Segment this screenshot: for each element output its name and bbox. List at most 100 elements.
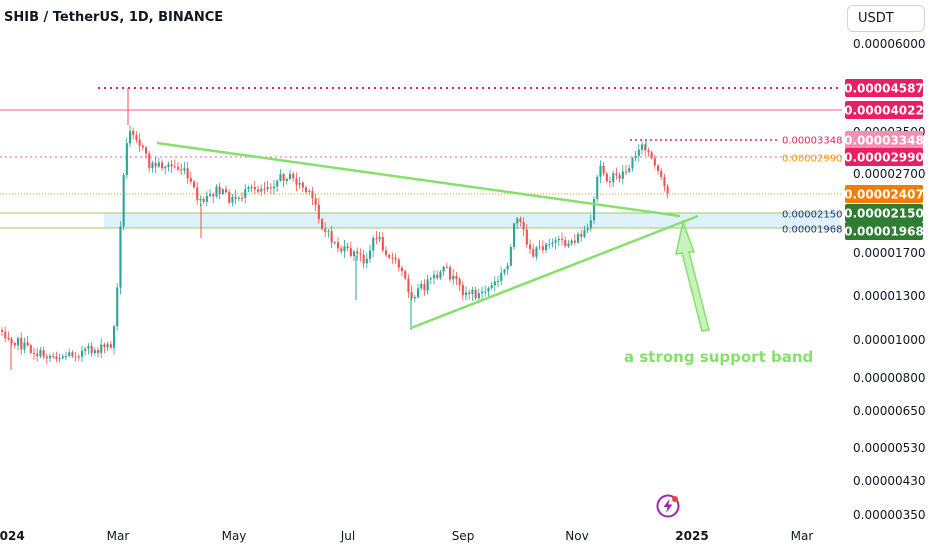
candle-body: [253, 187, 256, 190]
candle-body: [65, 355, 68, 357]
candle-body: [615, 173, 618, 175]
candle-body: [327, 231, 330, 233]
candle-body: [269, 187, 272, 189]
candle-body: [116, 287, 119, 327]
candle-body: [132, 130, 135, 136]
candle-body: [154, 162, 157, 167]
price-label: 0.00001968: [844, 225, 924, 239]
candle-body: [74, 356, 77, 358]
line-label: 0.00003348: [782, 136, 842, 147]
candle-body: [317, 204, 320, 220]
candle-body: [308, 191, 311, 193]
candle-body: [577, 234, 580, 243]
candle-body: [298, 182, 301, 185]
x-tick-label: Mar: [791, 529, 814, 543]
candle-body: [295, 178, 298, 185]
candle-body: [221, 189, 224, 195]
y-tick-label: 0.00002700: [853, 167, 926, 181]
candle-body: [532, 249, 535, 257]
candle-body: [436, 274, 439, 279]
candle-body: [125, 143, 128, 176]
candle-body: [177, 167, 180, 170]
candle-body: [218, 186, 221, 195]
candle-body: [666, 186, 669, 194]
candle-body: [161, 162, 164, 169]
price-label-bg: [845, 185, 923, 203]
price-label: 0.00002150: [844, 207, 924, 221]
candle-body: [71, 352, 74, 357]
candle-body: [660, 170, 663, 178]
candle-body: [42, 350, 45, 357]
candle-body: [362, 254, 365, 264]
candle-body: [407, 278, 410, 292]
candle-body: [372, 238, 375, 251]
candle-body: [33, 352, 36, 354]
y-tick-label: 0.00000350: [853, 508, 926, 522]
candle-body: [167, 164, 170, 167]
candle-body: [1, 330, 4, 332]
candle-body: [602, 165, 605, 174]
candle-body: [631, 158, 634, 169]
candle-body: [138, 139, 141, 146]
price-label: 0.00004587: [844, 82, 924, 96]
candle-body: [381, 237, 384, 251]
candle-body: [337, 242, 340, 249]
candle-body: [148, 153, 151, 169]
candle-body: [500, 272, 503, 281]
candle-body: [609, 181, 612, 183]
candle-body: [529, 244, 532, 250]
candle-body: [429, 278, 432, 280]
candle-body: [650, 152, 653, 159]
annotation-arrow: [675, 219, 710, 332]
candle-body: [465, 292, 468, 296]
candle-body: [145, 147, 148, 154]
candle-body: [353, 251, 356, 256]
candle-body: [186, 168, 189, 179]
candle-body: [596, 176, 599, 200]
candle-body: [541, 246, 544, 250]
candle-body: [81, 350, 84, 357]
candle-body: [391, 257, 394, 259]
candle-body: [285, 178, 288, 181]
price-label-bg: [845, 131, 923, 149]
price-label: 0.00002990: [844, 151, 924, 165]
candle-body: [439, 271, 442, 279]
candle-body: [589, 220, 592, 229]
currency-button[interactable]: USDT: [847, 5, 925, 32]
candle-body: [321, 219, 324, 229]
y-axis: 0.000060000.000035000.000027000.00001700…: [853, 37, 926, 522]
candle-body: [231, 196, 234, 203]
candle-body: [305, 187, 308, 192]
price-label-bg: [845, 222, 923, 240]
candle-body: [193, 181, 196, 188]
candle-body: [394, 257, 397, 260]
candle-body: [586, 228, 589, 230]
x-tick-label: Jul: [340, 529, 355, 543]
candle-body: [273, 186, 276, 189]
candle-body: [157, 162, 160, 167]
candle-body: [330, 231, 333, 243]
candle-body: [301, 182, 304, 188]
line-label: 0.00001968: [782, 225, 842, 236]
candle-body: [77, 356, 80, 358]
candle-body: [241, 197, 244, 199]
y-tick-label: 0.00000530: [853, 441, 926, 455]
candle-body: [314, 198, 317, 205]
candle-body: [250, 187, 253, 189]
candle-body: [644, 144, 647, 151]
candle-body: [388, 254, 391, 258]
candle-body: [93, 350, 96, 354]
candle-body: [237, 197, 240, 199]
candle-body: [209, 194, 212, 196]
candle-body: [551, 242, 554, 245]
candle-body: [545, 244, 548, 250]
candle-body: [426, 279, 429, 291]
candle-body: [135, 135, 138, 140]
y-tick-label: 0.00000800: [853, 371, 926, 385]
candle-body: [481, 291, 484, 294]
candle-body: [548, 244, 551, 246]
candle-body: [593, 199, 596, 221]
candle-body: [458, 278, 461, 285]
lightning-bolt-icon[interactable]: [655, 493, 681, 519]
